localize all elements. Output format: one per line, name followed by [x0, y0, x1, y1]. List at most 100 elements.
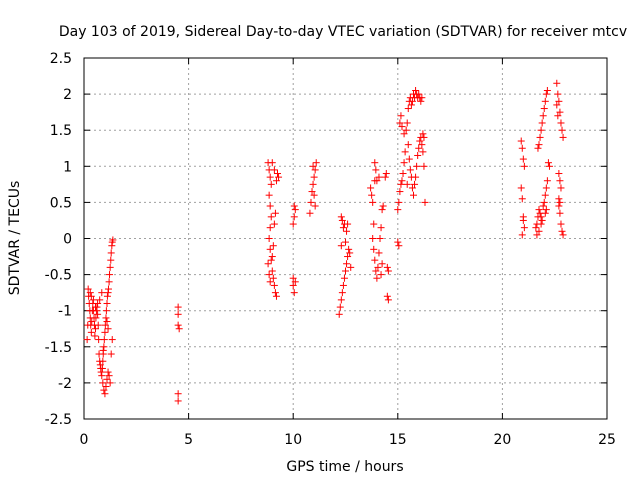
data-point [541, 191, 549, 199]
data-point [265, 271, 273, 279]
data-point [174, 310, 182, 318]
x-tick-label: 20 [493, 432, 511, 448]
data-point [367, 184, 375, 192]
data-point [344, 253, 352, 261]
data-point [100, 343, 108, 351]
data-point [368, 191, 376, 199]
data-point [268, 267, 276, 275]
data-point [556, 177, 564, 185]
data-point [270, 166, 278, 174]
data-point [340, 274, 348, 282]
data-point [267, 213, 275, 221]
data-point [555, 97, 563, 105]
data-point [98, 289, 106, 297]
data-point [109, 236, 117, 244]
data-point [347, 263, 355, 271]
data-point [382, 170, 390, 178]
data-point [343, 260, 351, 268]
data-point [535, 141, 543, 149]
data-point [101, 328, 109, 336]
data-point [346, 249, 354, 257]
data-point [265, 235, 273, 242]
y-tick-label: -2 [58, 376, 72, 392]
data-point [338, 289, 346, 297]
data-point [520, 162, 528, 170]
data-point [336, 303, 344, 311]
data-point [108, 336, 116, 344]
data-point [555, 170, 563, 178]
data-point [540, 198, 548, 206]
data-point [371, 256, 379, 264]
data-point [106, 271, 114, 279]
data-point [406, 166, 414, 174]
data-point [411, 180, 419, 188]
data-point [384, 267, 392, 275]
data-point [418, 94, 426, 102]
data-point [553, 101, 561, 109]
data-point [265, 191, 273, 199]
data-point [103, 292, 111, 300]
data-point [545, 162, 553, 170]
data-point [374, 263, 382, 271]
data-point [518, 144, 526, 152]
data-point [337, 296, 345, 304]
data-point [342, 238, 349, 246]
data-point [370, 245, 378, 253]
data-point [101, 321, 109, 329]
data-point [271, 209, 279, 217]
data-point [339, 224, 347, 232]
data-point [381, 173, 389, 181]
data-point [311, 166, 319, 174]
data-point [103, 299, 111, 307]
data-point [401, 148, 409, 156]
data-point [558, 126, 566, 134]
data-point [103, 318, 111, 326]
data-point [539, 112, 547, 120]
data-point [398, 123, 406, 131]
data-point [536, 133, 544, 141]
data-point [544, 159, 552, 167]
data-point [538, 216, 546, 224]
data-point [413, 162, 421, 170]
data-point [409, 191, 417, 199]
data-point [345, 245, 353, 253]
data-point [291, 206, 299, 214]
data-point [104, 325, 112, 333]
data-point [274, 170, 282, 178]
data-point [94, 299, 102, 307]
data-point [291, 278, 299, 286]
data-point [408, 184, 416, 192]
data-point [415, 144, 423, 152]
data-point [84, 321, 92, 329]
tick-labels: 0 5 10 15 20 25 -2.5 -2 -1.5 -1 -0.5 0 0.5 1 1.5 2 2.5 [45, 51, 616, 448]
data-point [403, 180, 411, 188]
data-point [105, 278, 113, 286]
data-point [373, 274, 381, 282]
x-tick-label: 25 [598, 432, 616, 448]
data-point [414, 151, 422, 159]
y-tick-label: 2.5 [50, 51, 72, 67]
data-point [533, 231, 541, 239]
data-point [518, 195, 526, 203]
data-point [310, 173, 318, 181]
data-point [102, 307, 110, 315]
data-point [337, 242, 345, 250]
data-point [266, 245, 274, 253]
data-point [404, 141, 412, 149]
data-point [269, 274, 277, 282]
x-tick-label: 0 [80, 432, 89, 448]
data-point [266, 278, 274, 286]
data-point [532, 224, 540, 232]
data-points [83, 79, 567, 405]
data-point [272, 292, 280, 300]
data-point [107, 249, 115, 257]
data-point [377, 224, 385, 232]
data-point [376, 235, 384, 242]
data-point [535, 227, 543, 235]
data-point [412, 86, 420, 94]
y-tick-label: 2 [63, 87, 72, 103]
data-point [383, 292, 391, 300]
data-point [369, 198, 377, 206]
data-point [92, 325, 100, 333]
